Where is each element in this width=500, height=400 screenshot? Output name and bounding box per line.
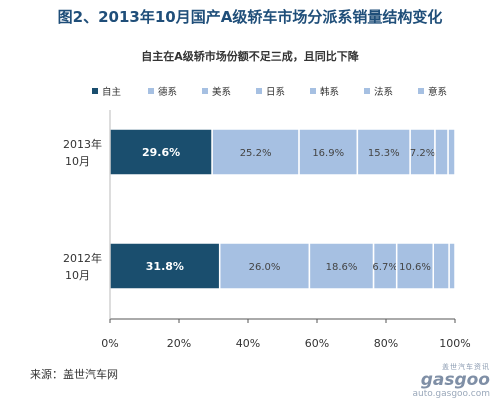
data-label-0-1: 25.2% xyxy=(240,148,272,159)
legend-label: 法系 xyxy=(374,87,394,98)
category-label-line1-1: 2012年 xyxy=(63,251,102,265)
x-tick-label-5: 100% xyxy=(439,337,470,350)
x-tick-label-1: 20% xyxy=(167,337,191,350)
legend-swatch xyxy=(310,88,316,94)
bar-segment-0-5 xyxy=(434,128,449,176)
chart-title: 图2、2013年10月国产A级轿车市场分派系销量结构变化 xyxy=(57,8,443,26)
legend-label: 意系 xyxy=(428,87,448,98)
category-label-line2-1: 10月 xyxy=(65,269,90,282)
legend-item-4: 韩系 xyxy=(310,84,339,98)
data-label-1-3: 6.7% xyxy=(372,262,397,273)
bar-segment-1-2 xyxy=(308,242,375,290)
chart-subtitle: 自主在A级轿市场份额不足三成，且同比下降 xyxy=(141,50,359,63)
legend-item-6: 意系 xyxy=(418,84,447,98)
x-tick-label-4: 80% xyxy=(374,337,398,350)
legend-item-3: 日系 xyxy=(256,84,285,98)
legend-swatch xyxy=(256,88,262,94)
bar-segment-1-6 xyxy=(448,242,456,290)
data-label-1-2: 18.6% xyxy=(326,262,358,273)
bar-segment-1-5 xyxy=(432,242,450,290)
legend-label: 日系 xyxy=(266,87,286,98)
bar-segment-0-1 xyxy=(211,128,300,176)
data-label-1-0: 31.8% xyxy=(146,260,184,273)
bar-segment-1-4 xyxy=(395,242,435,290)
legend-swatch xyxy=(92,88,98,94)
data-label-0-2: 16.9% xyxy=(312,148,344,159)
legend-item-0: 自主 xyxy=(92,84,121,98)
legend-swatch xyxy=(364,88,370,94)
x-tick-label-3: 60% xyxy=(305,337,329,350)
bar-segment-1-0 xyxy=(109,242,221,290)
data-label-0-3: 15.3% xyxy=(368,148,400,159)
legend-label: 美系 xyxy=(212,87,232,98)
legend-swatch xyxy=(202,88,208,94)
legend-item-2: 美系 xyxy=(202,84,231,98)
legend-item-1: 德系 xyxy=(148,84,177,98)
watermark-url: auto.gasgoo.com xyxy=(412,389,490,399)
data-label-1-4: 10.6% xyxy=(399,262,431,273)
category-label-line2-0: 10月 xyxy=(65,155,90,168)
watermark-cn: 盖世汽车资讯 xyxy=(442,363,490,371)
legend-item-5: 法系 xyxy=(364,84,393,98)
legend-swatch xyxy=(418,88,424,94)
legend-label: 自主 xyxy=(102,87,122,98)
legend-swatch xyxy=(148,88,154,94)
legend-label: 韩系 xyxy=(320,87,340,98)
source-note: 来源：盖世汽车网 xyxy=(30,368,118,381)
data-label-0-0: 29.6% xyxy=(142,146,180,159)
legend: 自主 德系 美系 日系 韩系 法系 意系 xyxy=(92,84,492,98)
gasgoo-watermark-logo: 盖世汽车资讯 gasgoo auto.gasgoo.com xyxy=(412,362,490,399)
data-label-1-1: 26.0% xyxy=(249,262,281,273)
bar-segment-0-6 xyxy=(447,128,456,176)
category-label-line1-0: 2013年 xyxy=(63,137,102,151)
x-tick-label-0: 0% xyxy=(101,337,118,350)
data-label-0-4: 7.2% xyxy=(410,148,435,159)
watermark-logo-text: gasgoo xyxy=(420,370,490,390)
bar-segment-1-1 xyxy=(218,242,311,290)
legend-label: 德系 xyxy=(158,87,178,98)
x-tick-label-2: 40% xyxy=(236,337,260,350)
